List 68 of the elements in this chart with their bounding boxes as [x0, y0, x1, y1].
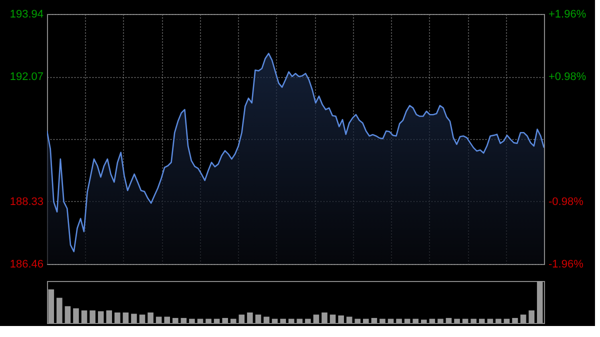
bar [470, 318, 476, 323]
bar [380, 318, 386, 323]
bar [172, 318, 178, 323]
bar [280, 318, 286, 323]
bar [478, 318, 485, 323]
bar [73, 308, 79, 323]
bar [180, 318, 187, 323]
bar [429, 318, 436, 323]
bar [446, 318, 452, 323]
bar [462, 318, 468, 323]
bar [404, 318, 410, 323]
bar [214, 318, 220, 323]
bar [64, 306, 71, 323]
bar [346, 316, 352, 323]
bar [122, 312, 129, 323]
bar [354, 318, 361, 323]
bar [288, 318, 294, 323]
bar [512, 318, 518, 323]
bar [148, 312, 154, 323]
bar [412, 318, 419, 323]
bar [90, 310, 96, 323]
bar [420, 320, 427, 323]
bar [56, 298, 62, 323]
bar [396, 318, 402, 323]
bar [487, 318, 494, 323]
bar [197, 318, 204, 323]
bar [520, 314, 526, 323]
bar [264, 316, 270, 323]
y-tick-label: 193.94 [10, 8, 44, 20]
bar [189, 318, 195, 323]
bar [106, 310, 112, 323]
bar [114, 312, 120, 323]
bar [330, 314, 336, 323]
bar [139, 314, 146, 323]
bar [247, 312, 253, 323]
bar [131, 314, 137, 323]
bar [388, 318, 394, 323]
bar [536, 281, 543, 323]
bar [371, 318, 378, 323]
y-tick-label: 192.07 [10, 71, 44, 83]
bar [305, 318, 311, 323]
y-tick-label: 186.46 [10, 258, 44, 270]
bar [496, 318, 502, 323]
bar [48, 289, 54, 323]
bar [272, 318, 278, 323]
y2-tick-label: +0.98% [548, 71, 586, 83]
bar [238, 314, 245, 323]
bar [81, 310, 88, 323]
y2-tick-label: -0.98% [548, 196, 584, 208]
bar [156, 316, 162, 323]
bar [313, 314, 320, 323]
bar [164, 316, 170, 323]
bar [454, 318, 460, 323]
bar [338, 315, 344, 323]
bar [528, 310, 534, 323]
y-tick-label: 188.33 [10, 196, 44, 208]
bar [438, 318, 444, 323]
bar [504, 318, 510, 323]
bar [222, 318, 228, 323]
bar [98, 311, 104, 323]
y2-tick-label: -1.96% [548, 258, 584, 270]
bar [322, 312, 328, 323]
bar [206, 318, 212, 323]
y2-tick-label: +1.96% [548, 8, 586, 20]
bar [255, 314, 262, 323]
bar [296, 318, 303, 323]
bar [230, 318, 236, 323]
bar [363, 318, 369, 323]
